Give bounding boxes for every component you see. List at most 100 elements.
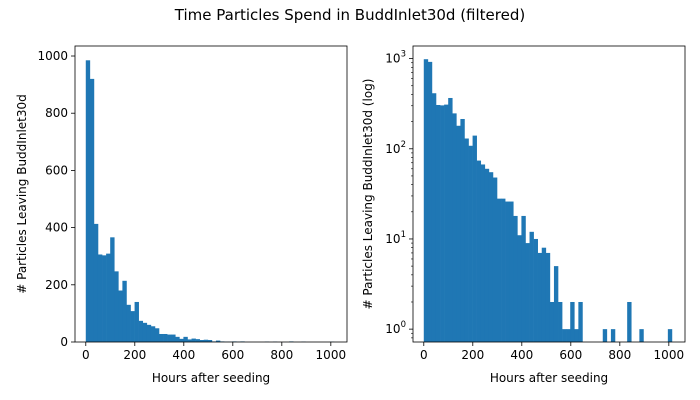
bar	[468, 145, 473, 342]
axes-frame	[412, 45, 686, 343]
bar	[427, 61, 433, 342]
bar	[545, 252, 551, 342]
bar	[541, 247, 547, 342]
bar	[126, 304, 131, 342]
bar	[574, 329, 579, 342]
bar	[93, 223, 99, 342]
bar	[435, 104, 441, 343]
bar	[492, 177, 498, 342]
bar	[431, 93, 437, 343]
bar	[423, 59, 429, 343]
bar	[130, 311, 135, 342]
bar	[89, 78, 95, 342]
bar	[175, 336, 180, 342]
bar	[488, 172, 494, 342]
x-tick-label: 200	[123, 348, 146, 362]
x-tick-label: 0	[420, 348, 428, 362]
y-tick-label: 103	[385, 50, 406, 66]
bar	[476, 160, 482, 342]
bar	[505, 201, 510, 342]
bar	[118, 290, 123, 342]
bar	[150, 326, 156, 342]
bar	[521, 215, 526, 342]
bar	[448, 97, 453, 342]
bar	[85, 60, 91, 343]
x-tick-label: 600	[559, 348, 582, 362]
y-tick-label: 800	[45, 106, 68, 120]
bar	[154, 328, 160, 342]
bar	[602, 329, 608, 342]
bar	[187, 339, 192, 342]
x-tick-label: 800	[270, 348, 293, 362]
bar	[513, 215, 518, 342]
x-axis-label: Hours after seeding	[152, 371, 270, 385]
bar	[195, 339, 200, 342]
bar	[97, 254, 103, 342]
x-tick-label: 200	[461, 348, 484, 362]
bar	[570, 301, 575, 342]
figure-title: Time Particles Spend in BuddInlet30d (fi…	[174, 6, 525, 24]
y-axis-label: # Particles Leaving BuddInlet30d	[15, 94, 29, 293]
bar	[122, 280, 127, 342]
bar	[529, 231, 534, 342]
bar	[114, 271, 119, 342]
bar	[159, 333, 164, 342]
bar	[501, 198, 506, 342]
bar	[183, 336, 188, 342]
bar	[537, 252, 543, 342]
bar	[191, 338, 196, 342]
bar	[558, 301, 563, 342]
bar	[146, 324, 152, 342]
bar	[110, 237, 115, 342]
bar	[207, 340, 213, 342]
x-tick-label: 600	[221, 348, 244, 362]
bars-linear	[85, 60, 335, 343]
bar	[639, 329, 644, 342]
y-tick-label: 102	[385, 140, 406, 156]
bar	[163, 333, 168, 342]
bar	[171, 334, 176, 342]
bar	[517, 235, 522, 342]
bar	[106, 253, 111, 342]
bar	[464, 138, 469, 342]
x-tick-label: 400	[172, 348, 195, 362]
x-tick-label: 800	[608, 348, 631, 362]
bar	[509, 201, 514, 342]
y-tick-label: 100	[385, 320, 406, 336]
bar	[497, 198, 502, 342]
panel-linear: 0 200 400 600 800 1000 0 200 400 600 800 1000 Hours …	[15, 45, 348, 385]
axes-frame	[74, 45, 348, 343]
x-tick-label: 0	[82, 348, 90, 362]
x-tick-label: 1000	[316, 348, 347, 362]
y-tick-label: 0	[60, 335, 68, 349]
y-tick-label: 600	[45, 163, 68, 177]
y-tick-label: 200	[45, 278, 68, 292]
bar	[102, 255, 107, 342]
bar	[179, 338, 184, 342]
bar	[203, 339, 209, 342]
y-tick-label: 1000	[37, 49, 68, 63]
bars-log	[423, 59, 673, 343]
bar	[533, 238, 538, 342]
bar	[566, 329, 571, 342]
bar	[472, 135, 477, 342]
bar	[667, 329, 673, 342]
bar	[562, 329, 567, 342]
x-tick-label: 1000	[654, 348, 685, 362]
bar	[215, 340, 221, 342]
bar	[134, 301, 139, 342]
bar	[484, 168, 490, 342]
bar	[138, 320, 144, 342]
bar	[199, 340, 205, 342]
bar	[452, 113, 457, 342]
bar	[578, 301, 583, 342]
bar	[456, 125, 461, 343]
bar	[549, 301, 555, 342]
bar	[167, 334, 172, 342]
panel-log: 0 200 400 600 800 1000 100 101 102 103 Hours after…	[361, 45, 686, 385]
bar	[610, 329, 616, 342]
x-tick-label: 400	[510, 348, 533, 362]
y-tick-label: 101	[385, 230, 406, 246]
bar	[627, 301, 632, 342]
